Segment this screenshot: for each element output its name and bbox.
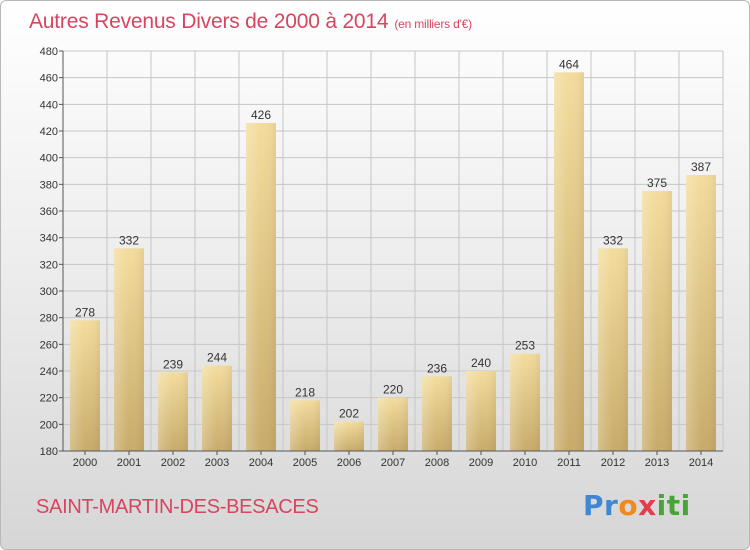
- data-label: 387: [691, 160, 711, 174]
- bar-shade: [510, 353, 540, 451]
- y-tick-label: 180: [40, 446, 58, 458]
- bar-shade: [334, 421, 364, 451]
- x-tick-label: 2002: [161, 457, 185, 469]
- bar-shade: [642, 191, 672, 451]
- x-tick-label: 2009: [469, 457, 493, 469]
- logo-part-3: x: [638, 489, 657, 522]
- y-tick-label: 480: [40, 46, 58, 58]
- x-tick-label: 2012: [601, 457, 625, 469]
- place-name: SAINT-MARTIN-DES-BESACES: [36, 496, 319, 518]
- y-tick-label: 400: [40, 153, 58, 165]
- bar-shade: [686, 175, 716, 451]
- x-tick-label: 2004: [249, 457, 273, 469]
- y-tick-label: 240: [40, 366, 58, 378]
- data-label: 240: [471, 356, 491, 370]
- x-tick-label: 2003: [205, 457, 229, 469]
- bar-shade: [202, 365, 232, 451]
- x-tick-label: 2001: [117, 457, 141, 469]
- y-tick-label: 380: [40, 179, 58, 191]
- chart-title-text: Autres Revenus Divers de 2000 à 2014: [29, 10, 389, 33]
- chart-unit: (en milliers d'€): [394, 17, 472, 31]
- data-label: 464: [559, 57, 579, 71]
- bar-shade: [466, 371, 496, 451]
- bar-shade: [158, 372, 188, 451]
- bar-shade: [554, 72, 584, 451]
- bar-shade: [378, 397, 408, 451]
- y-tick-label: 420: [40, 126, 58, 138]
- y-tick-label: 340: [40, 233, 58, 245]
- y-tick-label: 200: [40, 419, 58, 431]
- y-tick-label: 320: [40, 259, 58, 271]
- data-label: 426: [251, 108, 271, 122]
- proxiti-logo[interactable]: Proxiti: [583, 489, 691, 522]
- bar-shade: [114, 248, 144, 451]
- data-label: 220: [383, 383, 403, 397]
- bar-shade: [290, 400, 320, 451]
- logo-part-4: iti: [656, 489, 691, 522]
- y-tick-label: 440: [40, 99, 58, 111]
- x-tick-label: 2010: [513, 457, 537, 469]
- data-label: 253: [515, 339, 535, 353]
- x-tick-label: 2008: [425, 457, 449, 469]
- x-tick-label: 2006: [337, 457, 361, 469]
- y-tick-label: 360: [40, 206, 58, 218]
- y-tick-label: 300: [40, 286, 58, 298]
- axes: 180 200 220 240 260 280 300 320 340 360 380 400 420 4…: [40, 46, 723, 469]
- x-tick-label: 2011: [557, 457, 581, 469]
- bar-shade: [598, 248, 628, 451]
- chart-title: Autres Revenus Divers de 2000 à 2014 (en …: [29, 10, 472, 34]
- logo-part-2: o: [618, 489, 639, 522]
- data-label: 239: [163, 357, 183, 371]
- data-label: 332: [119, 233, 139, 247]
- bar-shade: [246, 123, 276, 451]
- y-tick-label: 280: [40, 313, 58, 325]
- data-label: 244: [207, 351, 227, 365]
- data-label: 375: [647, 176, 667, 190]
- x-tick-label: 2014: [689, 457, 713, 469]
- data-label: 202: [339, 407, 359, 421]
- bar-shade: [422, 376, 452, 451]
- y-tick-label: 260: [40, 339, 58, 351]
- data-label: 236: [427, 361, 447, 375]
- data-label: 218: [295, 385, 315, 399]
- x-tick-label: 2013: [645, 457, 669, 469]
- bars: 278 332 239 244 426 218 202 220 236 240 253 464 332 3…: [70, 57, 716, 451]
- logo-part-1: Pr: [583, 489, 619, 522]
- x-tick-label: 2000: [73, 457, 97, 469]
- x-tick-label: 2005: [293, 457, 317, 469]
- x-tick-label: 2007: [381, 457, 405, 469]
- y-tick-label: 220: [40, 393, 58, 405]
- data-label: 278: [75, 305, 95, 319]
- data-label: 332: [603, 233, 623, 247]
- bar-shade: [70, 320, 100, 451]
- y-tick-label: 460: [40, 73, 58, 85]
